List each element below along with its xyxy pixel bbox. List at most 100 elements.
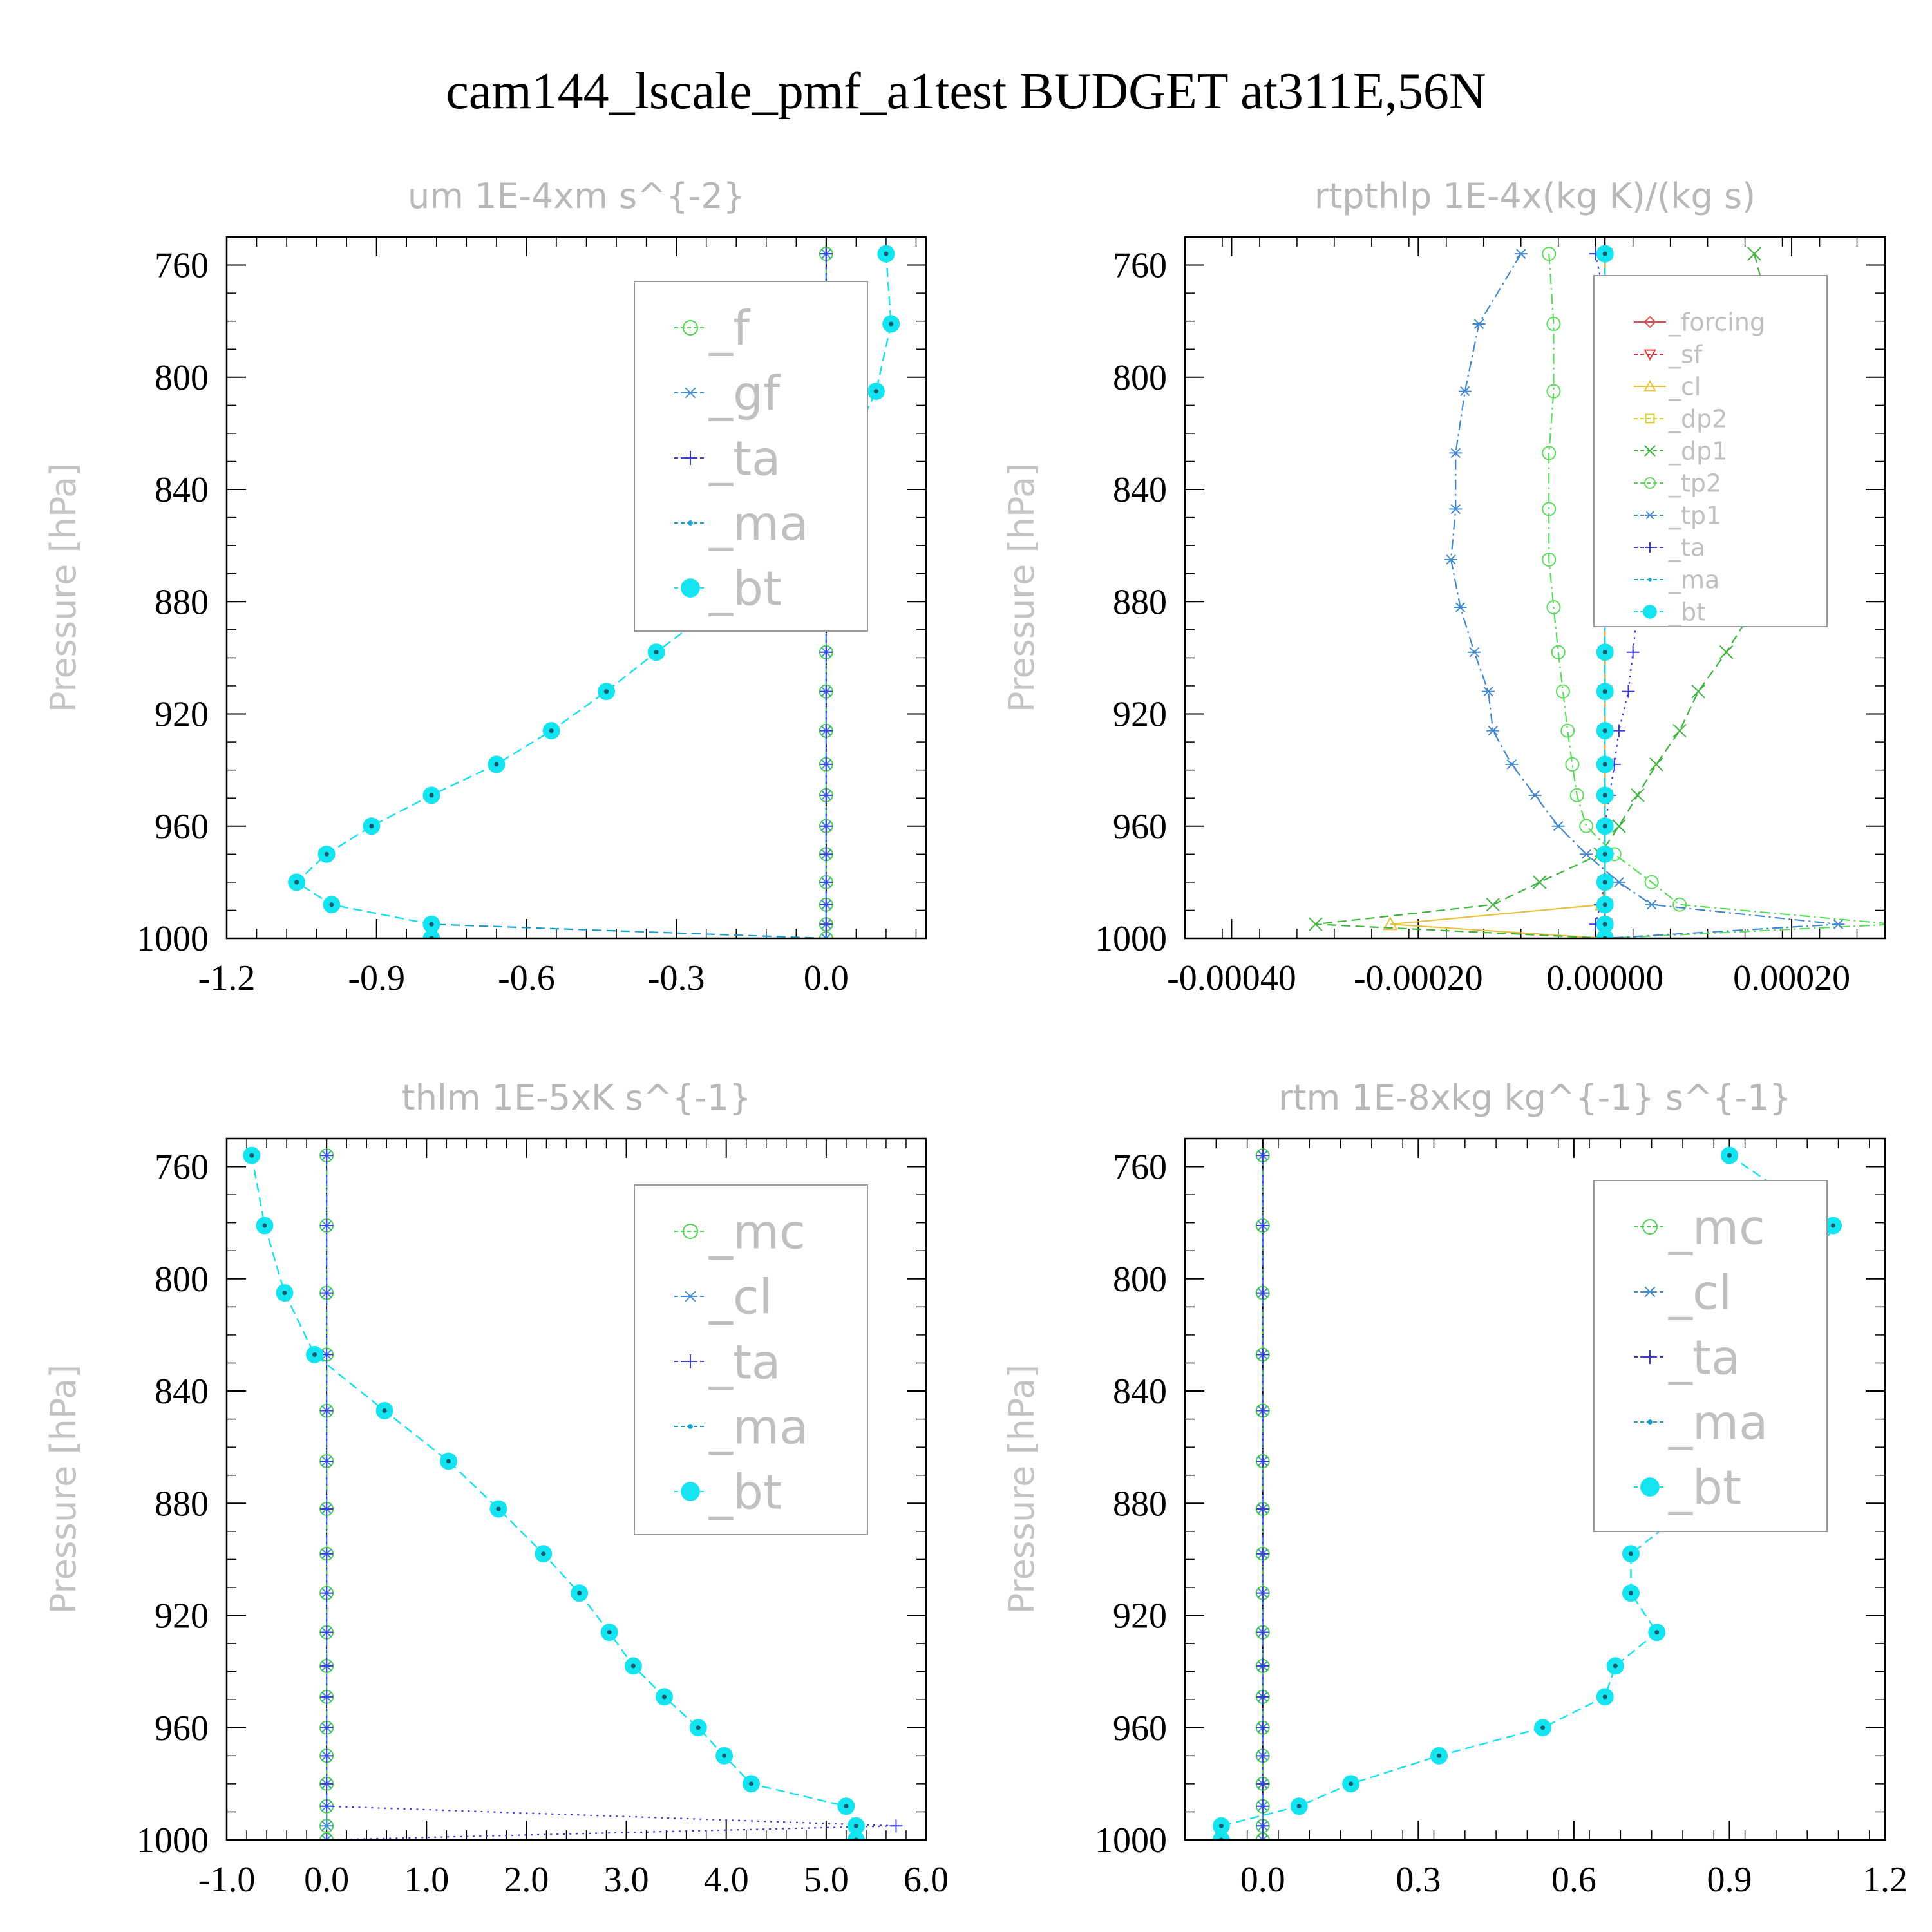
- chart-thlm-ytick-label: 840: [155, 1372, 209, 1412]
- chart-rtm-legend-label: _ma: [1668, 1396, 1768, 1451]
- chart-rtpthlp-legend-marker: [1645, 413, 1655, 424]
- chart-rtpthlp-legend-marker: [1643, 349, 1656, 361]
- chart-thlm-ytick-label: 960: [155, 1709, 209, 1748]
- chart-thlm-point-center: [262, 1223, 267, 1228]
- chart-um-point-center: [324, 851, 329, 857]
- chart-rtpthlp-point: [1546, 317, 1561, 332]
- chart-rtpthlp-point: [1551, 645, 1566, 659]
- chart-rtm-ytick-label: 1000: [1095, 1821, 1167, 1861]
- chart-thlm-ytick-label: 880: [155, 1484, 209, 1524]
- chart-rtpthlp-legend-label: _bt: [1668, 598, 1706, 627]
- chart-um-point-center: [329, 902, 334, 907]
- chart-thlm-xtick-label: 2.0: [504, 1860, 549, 1900]
- chart-thlm-point: [320, 1625, 334, 1639]
- chart-rtm-legend-marker: [1647, 1419, 1653, 1425]
- chart-rtm-point-center: [1602, 1694, 1607, 1700]
- chart-rtpthlp-ylabel: Pressure [hPa]: [1001, 463, 1042, 712]
- chart-rtm-point: [1256, 1625, 1269, 1639]
- chart-um-point-center: [873, 389, 878, 394]
- chart-rtm-point-center: [1830, 1223, 1835, 1228]
- chart-thlm-point: [889, 1819, 903, 1833]
- chart-thlm-legend-marker: [683, 1291, 697, 1302]
- chart-rtpthlp-point: [1645, 900, 1658, 910]
- chart-thlm-point-center: [282, 1291, 287, 1296]
- chart-um-xtick-label: -0.3: [648, 958, 705, 998]
- chart-rtpthlp-point-center: [1602, 650, 1607, 655]
- chart-um-point: [819, 788, 833, 802]
- chart-thlm-point-center: [630, 1663, 636, 1669]
- chart-rtpthlp-legend-label: _ta: [1668, 534, 1705, 562]
- chart-thlm-point: [320, 1586, 334, 1600]
- chart-um-point: [819, 932, 833, 938]
- chart-rtpthlp-xtick-label: 0.00000: [1546, 958, 1663, 998]
- chart-rtm-point: [1256, 1348, 1269, 1361]
- chart-rtpthlp-legend-marker: [1644, 477, 1656, 489]
- chart-thlm-point: [847, 1831, 865, 1840]
- chart-rtpthlp-point-center: [1602, 902, 1607, 907]
- chart-um-point-center: [549, 728, 554, 734]
- chart-rtpthlp-point: [1569, 788, 1584, 802]
- chart-rtpthlp-ytick-label: 960: [1113, 807, 1167, 847]
- chart-thlm-point-center: [722, 1753, 727, 1758]
- chart-rtpthlp-legend: _forcing _sf _cl _dp2 _dp1 _tp2 _tp1 _ta _ma _bt: [1593, 275, 1828, 627]
- chart-thlm-legend-label: _mc: [708, 1205, 806, 1260]
- chart-thlm-legend-label: _bt: [708, 1465, 782, 1520]
- chart-rtpthlp-point-center: [1602, 762, 1607, 767]
- chart-rtm-point: [1212, 1831, 1230, 1840]
- chart-um-point-center: [889, 321, 894, 327]
- chart-rtpthlp-point: [1631, 788, 1645, 802]
- chart-thlm-point-center: [853, 1823, 858, 1828]
- chart-rtm-point-center: [1727, 1153, 1732, 1158]
- chart-rtpthlp-point-center: [1602, 880, 1607, 885]
- chart-thlm-ylabel: Pressure [hPa]: [43, 1365, 84, 1614]
- chart-rtm-point-center: [1218, 1823, 1224, 1828]
- chart-rtpthlp-point: [1649, 757, 1663, 772]
- chart-um-legend-label: _gf: [708, 366, 781, 422]
- chart-thlm-xtick-label: 5.0: [804, 1860, 849, 1900]
- chart-um-point: [819, 875, 833, 889]
- chart-rtm-point: [1256, 1749, 1269, 1763]
- chart-um-frame: [225, 236, 927, 940]
- chart-rtm-point: [1256, 1454, 1269, 1468]
- chart-thlm-point-center: [749, 1781, 753, 1786]
- chart-rtpthlp-point: [1560, 723, 1575, 738]
- chart-rtm-ylabel: Pressure [hPa]: [1001, 1365, 1042, 1614]
- chart-um-legend-label: _ta: [708, 431, 781, 487]
- chart-thlm-legend-marker: [683, 1354, 697, 1368]
- chart-um-legend-label: _bt: [708, 562, 782, 617]
- chart-um-xtick-label: -0.9: [348, 958, 405, 998]
- chart-rtpthlp-legend-label: _tp1: [1668, 502, 1721, 530]
- chart-rtpthlp-point: [1691, 684, 1705, 699]
- chart-rtpthlp-ytick-label: 1000: [1095, 919, 1167, 959]
- chart-rtm-title: rtm 1E-8xkg kg^{-1} s^{-1}: [1278, 1077, 1792, 1118]
- chart-rtm-ytick-label: 880: [1113, 1484, 1167, 1524]
- chart-um-ylabel: Pressure [hPa]: [43, 463, 84, 712]
- chart-rtpthlp-xtick-label: -0.00020: [1354, 958, 1483, 998]
- chart-thlm-xtick-label: 1.0: [404, 1860, 449, 1900]
- chart-um-legend-label: _ma: [708, 497, 808, 552]
- chart-rtpthlp-point-center: [1602, 793, 1607, 798]
- chart-rtm-legend-label: _mc: [1668, 1200, 1765, 1256]
- chart-um-ytick-label: 840: [155, 470, 209, 510]
- chart-thlm-point: [320, 1502, 334, 1515]
- chart-rtpthlp-legend-label: _dp2: [1668, 405, 1727, 433]
- chart-thlm-point: [320, 1821, 334, 1831]
- chart-rtpthlp-legend-marker: [1643, 316, 1656, 328]
- chart-rtm-point: [1256, 1219, 1269, 1233]
- chart-rtm-ytick-label: 800: [1113, 1260, 1167, 1300]
- chart-rtm-point: [1256, 1777, 1269, 1790]
- chart-um-point-center: [294, 880, 299, 885]
- chart-um-point-center: [654, 650, 659, 655]
- chart-rtm-point: [1256, 1835, 1269, 1840]
- chart-rtpthlp-frame: [1184, 236, 1886, 940]
- chart-um-point: [819, 757, 833, 771]
- chart-rtm-ytick-label: 920: [1113, 1596, 1167, 1636]
- chart-rtpthlp-point: [1580, 849, 1593, 860]
- chart-rtpthlp-ytick-label: 840: [1113, 470, 1167, 510]
- chart-rtm-legend-label: _bt: [1668, 1461, 1741, 1516]
- chart-rtpthlp-point: [1612, 724, 1625, 737]
- chart-rtpthlp-legend-label: _tp2: [1668, 469, 1721, 498]
- chart-thlm-xtick-label: 6.0: [904, 1860, 949, 1900]
- chart-thlm-point: [320, 1690, 334, 1703]
- chart-um-point: [819, 247, 833, 261]
